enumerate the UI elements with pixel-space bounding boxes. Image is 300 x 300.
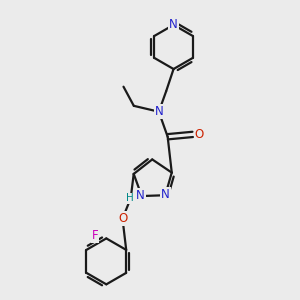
Text: N: N xyxy=(136,189,145,202)
Text: N: N xyxy=(161,188,170,201)
Text: O: O xyxy=(118,212,127,225)
Text: H: H xyxy=(125,194,133,203)
Text: O: O xyxy=(194,128,204,141)
Text: N: N xyxy=(154,105,163,118)
Text: N: N xyxy=(169,18,178,32)
Text: F: F xyxy=(92,229,98,242)
